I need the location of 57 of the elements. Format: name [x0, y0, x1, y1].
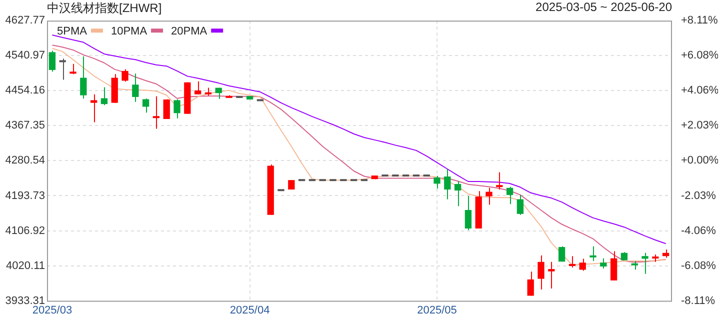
- candlestick: [48, 50, 56, 72]
- candlestick: [59, 58, 66, 80]
- candlestick: [568, 256, 576, 268]
- candlestick: [152, 96, 160, 130]
- y-tick-label: 4540.97: [5, 50, 45, 62]
- candlestick: [590, 246, 596, 262]
- y2-tick-label: +6.08%: [681, 50, 719, 62]
- candlestick: [464, 195, 472, 231]
- y-tick-label: 4454.16: [5, 84, 45, 97]
- y-tick-label: 4106.92: [5, 224, 45, 237]
- candlestick: [454, 180, 462, 207]
- candlestick: [558, 246, 566, 262]
- y2-tick-label: -8.11%: [681, 294, 716, 307]
- candlestick: [538, 254, 544, 290]
- candlestick: [444, 168, 451, 200]
- candlestick: [174, 98, 180, 119]
- y2-tick-label: -2.03%: [681, 190, 716, 202]
- x-tick-label: 2025/03: [32, 304, 72, 316]
- candlestick: [100, 86, 108, 106]
- legend-label: 5PMA: [57, 26, 88, 38]
- y2-tick-label: +2.03%: [681, 120, 719, 132]
- candlestick: [548, 261, 555, 290]
- y-tick-label: 3933.31: [5, 294, 45, 307]
- candlestick: [90, 94, 98, 123]
- y-tick-label: 4280.54: [5, 154, 45, 167]
- candlestick: [527, 271, 534, 296]
- y2-tick-label: +8.11%: [681, 14, 718, 27]
- candlestick: [434, 175, 440, 190]
- y2-tick-label: -6.08%: [681, 260, 716, 272]
- candlestick: [642, 252, 648, 274]
- y-tick-label: 4627.77: [5, 14, 45, 27]
- chart-title: 中汉线材指数[ZHWR]: [47, 0, 162, 17]
- candlestick: [506, 186, 514, 205]
- candlestick: [600, 258, 607, 269]
- legend-label: 10PMA: [110, 26, 148, 38]
- y2-tick-label: +0.00%: [681, 154, 719, 167]
- candlestick: [496, 172, 503, 190]
- y-tick-label: 4020.11: [6, 260, 45, 272]
- y2-tick-label: +4.06%: [681, 84, 719, 97]
- candlestick: [486, 187, 492, 206]
- y-tick-label: 4367.35: [5, 120, 45, 132]
- candlestick: [516, 194, 524, 216]
- y-tick-label: 4193.73: [5, 190, 45, 202]
- y2-tick-label: -4.06%: [681, 224, 716, 237]
- x-tick-label: 2025/04: [230, 304, 270, 316]
- candlestick: [132, 73, 139, 102]
- candlestick: [163, 98, 170, 120]
- candlestick: [122, 68, 128, 82]
- candlestick: [80, 56, 87, 100]
- candlestick: [610, 250, 618, 281]
- chart-subtitle: 2025-03-05 ~ 2025-06-20: [536, 0, 672, 14]
- candlestick: [579, 258, 586, 272]
- candlestick: [194, 80, 202, 95]
- legend-label: 20PMA: [171, 26, 208, 38]
- x-tick-label: 2025/05: [417, 304, 457, 316]
- candlestick: [142, 98, 150, 114]
- candlestick: [70, 63, 76, 75]
